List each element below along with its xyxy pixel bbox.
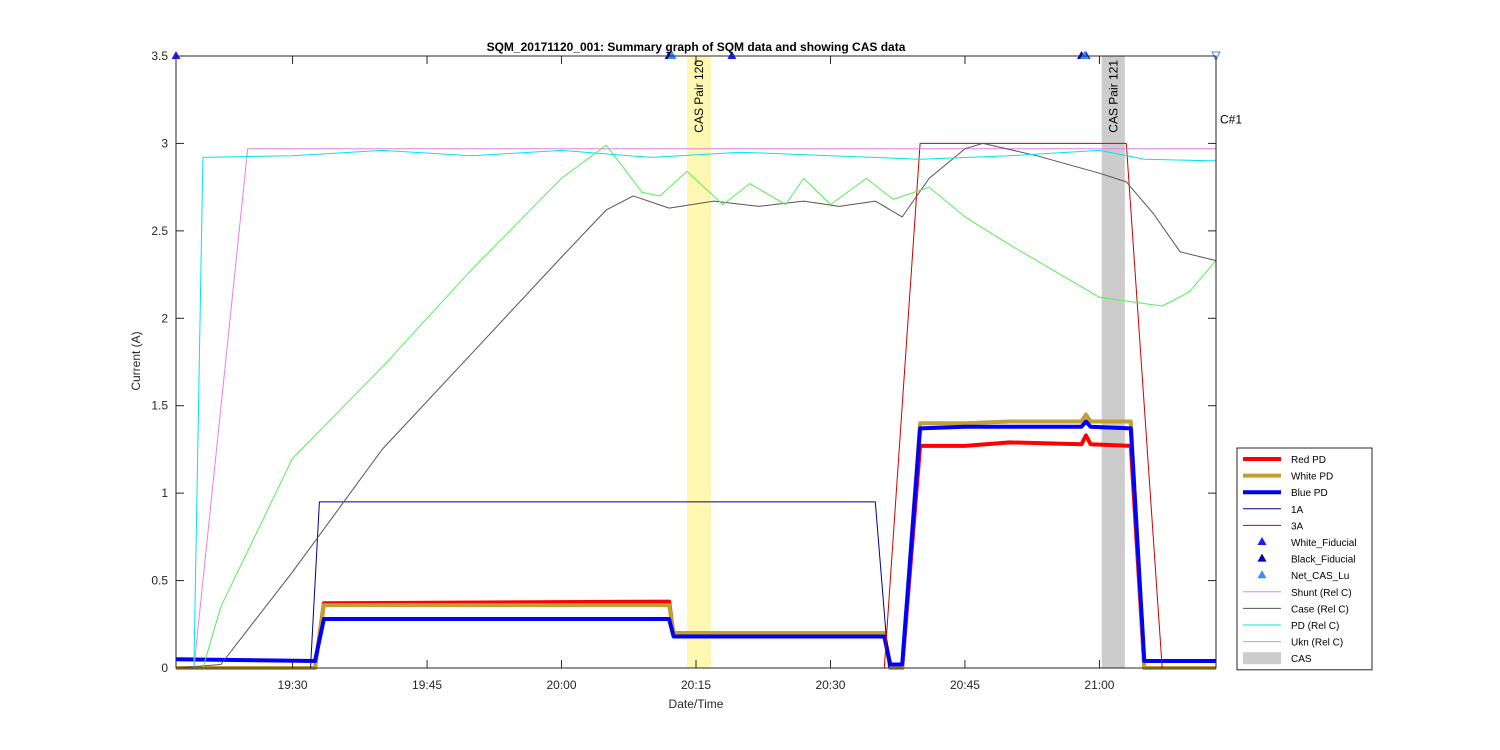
region-label-2: CAS Pair 121 bbox=[1106, 60, 1120, 133]
x-tick-label: 19:30 bbox=[278, 678, 308, 692]
y-tick-label: 1.5 bbox=[151, 399, 168, 413]
x-tick-label: 20:30 bbox=[815, 678, 845, 692]
legend-label: White PD bbox=[1291, 472, 1333, 483]
legend-label: 1A bbox=[1291, 505, 1304, 516]
legend-label: Black_Fiducial bbox=[1291, 555, 1355, 566]
y-tick-label: 1 bbox=[161, 486, 168, 500]
y-tick-label: 3 bbox=[161, 136, 168, 150]
chart-title: SQM_20171120_001: Summary graph of SQM d… bbox=[487, 40, 906, 54]
shaded-region-1 bbox=[687, 56, 711, 668]
legend-swatch-marker bbox=[1257, 553, 1267, 562]
x-tick-label: 20:00 bbox=[547, 678, 577, 692]
shaded-regions bbox=[687, 56, 1125, 668]
axes: 19:30 19:45 20:00 20:15 20:30 20:45 21:00 0 0.5 1… bbox=[151, 49, 1217, 692]
legend: Red PD White PD Blue PD 1A 3A White_Fiducial B… bbox=[1236, 447, 1373, 671]
x-tick-label: 19:45 bbox=[412, 678, 442, 692]
legend-label: White_Fiducial bbox=[1291, 538, 1357, 549]
annotation-label: C#1 bbox=[1220, 112, 1242, 126]
legend-label: Shunt (Rel C) bbox=[1291, 588, 1352, 599]
legend-label: PD (Rel C) bbox=[1291, 621, 1339, 632]
legend-swatch-patch bbox=[1243, 652, 1281, 665]
x-tick-label: 20:15 bbox=[681, 678, 711, 692]
y-tick-label: 2 bbox=[161, 311, 168, 325]
legend-swatch-marker bbox=[1257, 570, 1267, 579]
legend-label: CAS bbox=[1291, 654, 1312, 665]
shaded-region-2 bbox=[1101, 56, 1125, 668]
fiducial-markers bbox=[171, 51, 1221, 62]
legend-swatch-marker bbox=[1257, 537, 1267, 545]
series-line-pd-rel-c- bbox=[176, 149, 1217, 669]
y-tick-label: 0 bbox=[161, 661, 168, 675]
fiducial-marker-white-fiducial-2 bbox=[727, 51, 737, 59]
legend-label: Case (Rel C) bbox=[1291, 604, 1349, 615]
legend-label: 3A bbox=[1291, 521, 1304, 532]
series-line-white-pd bbox=[176, 412, 1216, 670]
fiducial-marker-net-cas-lu-1 bbox=[667, 51, 677, 59]
series-line-blue-pd bbox=[175, 419, 1216, 667]
legend-label: Blue PD bbox=[1291, 488, 1328, 499]
x-tick-label: 20:45 bbox=[950, 678, 980, 692]
y-tick-label: 0.5 bbox=[151, 574, 168, 588]
legend-label: Net_CAS_Lu bbox=[1291, 571, 1349, 582]
region-label-1: CAS Pair 120 bbox=[692, 60, 706, 133]
y-tick-label: 2.5 bbox=[151, 224, 168, 238]
x-tick-label: 21:00 bbox=[1084, 678, 1114, 692]
series-line-ukn-rel-c- bbox=[176, 144, 1217, 669]
fiducial-marker-net-cas-lu-2 bbox=[1080, 51, 1090, 59]
legend-label: Ukn (Rel C) bbox=[1291, 638, 1343, 649]
series-line-case-rel-c- bbox=[175, 142, 1217, 669]
y-axis-title: Current (A) bbox=[129, 331, 143, 390]
legend-label: Red PD bbox=[1291, 455, 1326, 466]
x-axis-title: Date/Time bbox=[669, 697, 724, 711]
fiducial-marker-white-fiducial-1 bbox=[171, 51, 181, 59]
chart-text: SQM_20171120_001: Summary graph of SQM d… bbox=[129, 40, 1242, 711]
y-tick-label: 3.5 bbox=[151, 49, 168, 63]
